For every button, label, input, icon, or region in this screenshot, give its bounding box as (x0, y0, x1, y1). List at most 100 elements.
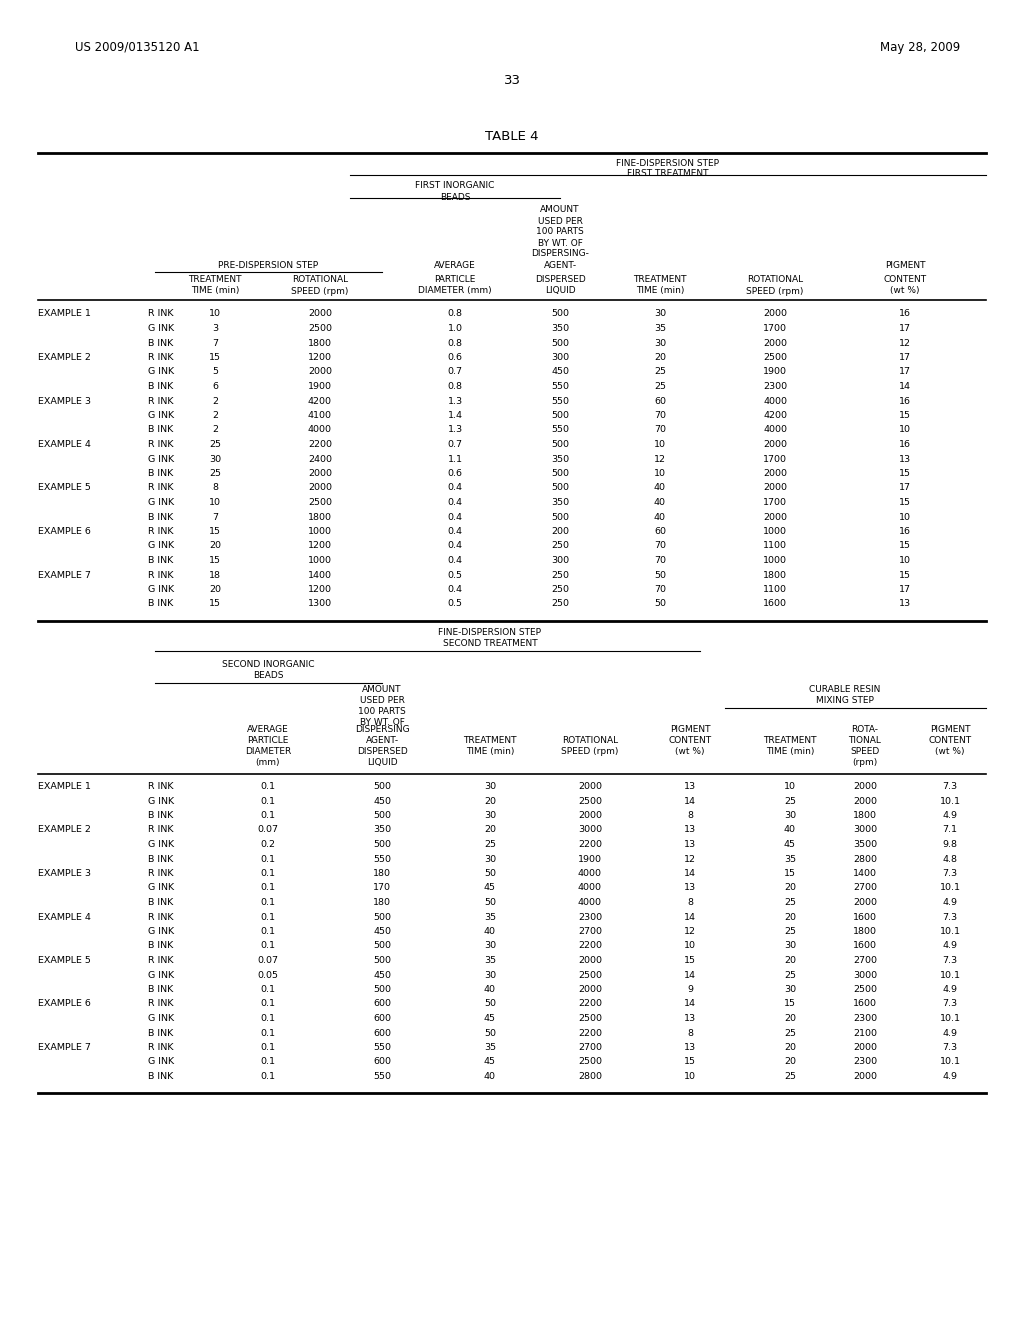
Text: 550: 550 (373, 1043, 391, 1052)
Text: 70: 70 (654, 556, 666, 565)
Text: 10: 10 (899, 512, 911, 521)
Text: 500: 500 (373, 956, 391, 965)
Text: 1800: 1800 (853, 810, 877, 820)
Text: 70: 70 (654, 425, 666, 434)
Text: 600: 600 (373, 1028, 391, 1038)
Text: 4.9: 4.9 (942, 810, 957, 820)
Text: 13: 13 (684, 883, 696, 892)
Text: 2000: 2000 (763, 469, 787, 478)
Text: 20: 20 (209, 541, 221, 550)
Text: G INK: G INK (148, 970, 174, 979)
Text: BEADS: BEADS (439, 193, 470, 202)
Text: TREATMENT: TREATMENT (763, 737, 817, 744)
Text: 1200: 1200 (308, 585, 332, 594)
Text: 15: 15 (899, 541, 911, 550)
Text: 2500: 2500 (578, 970, 602, 979)
Text: 2700: 2700 (578, 927, 602, 936)
Text: 70: 70 (654, 585, 666, 594)
Text: PARTICLE: PARTICLE (248, 737, 289, 744)
Text: 30: 30 (484, 970, 496, 979)
Text: 20: 20 (784, 1057, 796, 1067)
Text: 40: 40 (654, 512, 666, 521)
Text: 25: 25 (654, 367, 666, 376)
Text: B INK: B INK (148, 556, 173, 565)
Text: 600: 600 (373, 1057, 391, 1067)
Text: 20: 20 (784, 1043, 796, 1052)
Text: 3500: 3500 (853, 840, 878, 849)
Text: R INK: R INK (148, 440, 173, 449)
Text: 1400: 1400 (308, 570, 332, 579)
Text: 0.05: 0.05 (257, 970, 279, 979)
Text: EXAMPLE 2: EXAMPLE 2 (38, 825, 91, 834)
Text: 1000: 1000 (308, 556, 332, 565)
Text: 0.4: 0.4 (447, 541, 463, 550)
Text: 500: 500 (551, 338, 569, 347)
Text: 2500: 2500 (853, 985, 877, 994)
Text: 600: 600 (373, 999, 391, 1008)
Text: 35: 35 (484, 1043, 496, 1052)
Text: EXAMPLE 1: EXAMPLE 1 (38, 309, 91, 318)
Text: 10: 10 (209, 309, 221, 318)
Text: 0.1: 0.1 (260, 1057, 275, 1067)
Text: 0.1: 0.1 (260, 796, 275, 805)
Text: 2000: 2000 (578, 985, 602, 994)
Text: 8: 8 (687, 1028, 693, 1038)
Text: 1900: 1900 (578, 854, 602, 863)
Text: 12: 12 (684, 927, 696, 936)
Text: 33: 33 (504, 74, 520, 87)
Text: May 28, 2009: May 28, 2009 (880, 41, 961, 54)
Text: FIRST TREATMENT: FIRST TREATMENT (628, 169, 709, 178)
Text: R INK: R INK (148, 1043, 173, 1052)
Text: 0.1: 0.1 (260, 898, 275, 907)
Text: R INK: R INK (148, 309, 173, 318)
Text: SPEED: SPEED (850, 747, 880, 756)
Text: 500: 500 (373, 941, 391, 950)
Text: TIME (min): TIME (min) (766, 747, 814, 756)
Text: 7.1: 7.1 (942, 825, 957, 834)
Text: 20: 20 (654, 352, 666, 362)
Text: 450: 450 (551, 367, 569, 376)
Text: 7.3: 7.3 (942, 999, 957, 1008)
Text: TREATMENT: TREATMENT (463, 737, 517, 744)
Text: 0.2: 0.2 (260, 840, 275, 849)
Text: CONTENT: CONTENT (929, 737, 972, 744)
Text: 1800: 1800 (308, 338, 332, 347)
Text: 15: 15 (209, 599, 221, 609)
Text: 500: 500 (551, 512, 569, 521)
Text: DISPERSED: DISPERSED (535, 276, 586, 285)
Text: R INK: R INK (148, 869, 173, 878)
Text: 10: 10 (209, 498, 221, 507)
Text: 100 PARTS: 100 PARTS (358, 708, 406, 715)
Text: AMOUNT: AMOUNT (541, 206, 580, 214)
Text: 300: 300 (551, 556, 569, 565)
Text: 17: 17 (899, 367, 911, 376)
Text: AGENT-: AGENT- (544, 260, 577, 269)
Text: B INK: B INK (148, 941, 173, 950)
Text: AVERAGE: AVERAGE (434, 260, 476, 269)
Text: 500: 500 (551, 440, 569, 449)
Text: 1000: 1000 (308, 527, 332, 536)
Text: 15: 15 (784, 869, 796, 878)
Text: 1700: 1700 (763, 454, 787, 463)
Text: 0.07: 0.07 (257, 956, 279, 965)
Text: 13: 13 (684, 825, 696, 834)
Text: 16: 16 (899, 396, 911, 405)
Text: TREATMENT: TREATMENT (633, 276, 687, 285)
Text: 14: 14 (684, 796, 696, 805)
Text: (wt %): (wt %) (935, 747, 965, 756)
Text: FIRST INORGANIC: FIRST INORGANIC (416, 181, 495, 190)
Text: 2000: 2000 (578, 810, 602, 820)
Text: 0.1: 0.1 (260, 999, 275, 1008)
Text: 4.8: 4.8 (942, 854, 957, 863)
Text: 0.7: 0.7 (447, 440, 463, 449)
Text: 10: 10 (784, 781, 796, 791)
Text: 1.1: 1.1 (447, 454, 463, 463)
Text: R INK: R INK (148, 396, 173, 405)
Text: 15: 15 (684, 1057, 696, 1067)
Text: 12: 12 (684, 854, 696, 863)
Text: 2100: 2100 (853, 1028, 877, 1038)
Text: R INK: R INK (148, 527, 173, 536)
Text: 15: 15 (899, 411, 911, 420)
Text: 4000: 4000 (578, 898, 602, 907)
Text: 10: 10 (654, 440, 666, 449)
